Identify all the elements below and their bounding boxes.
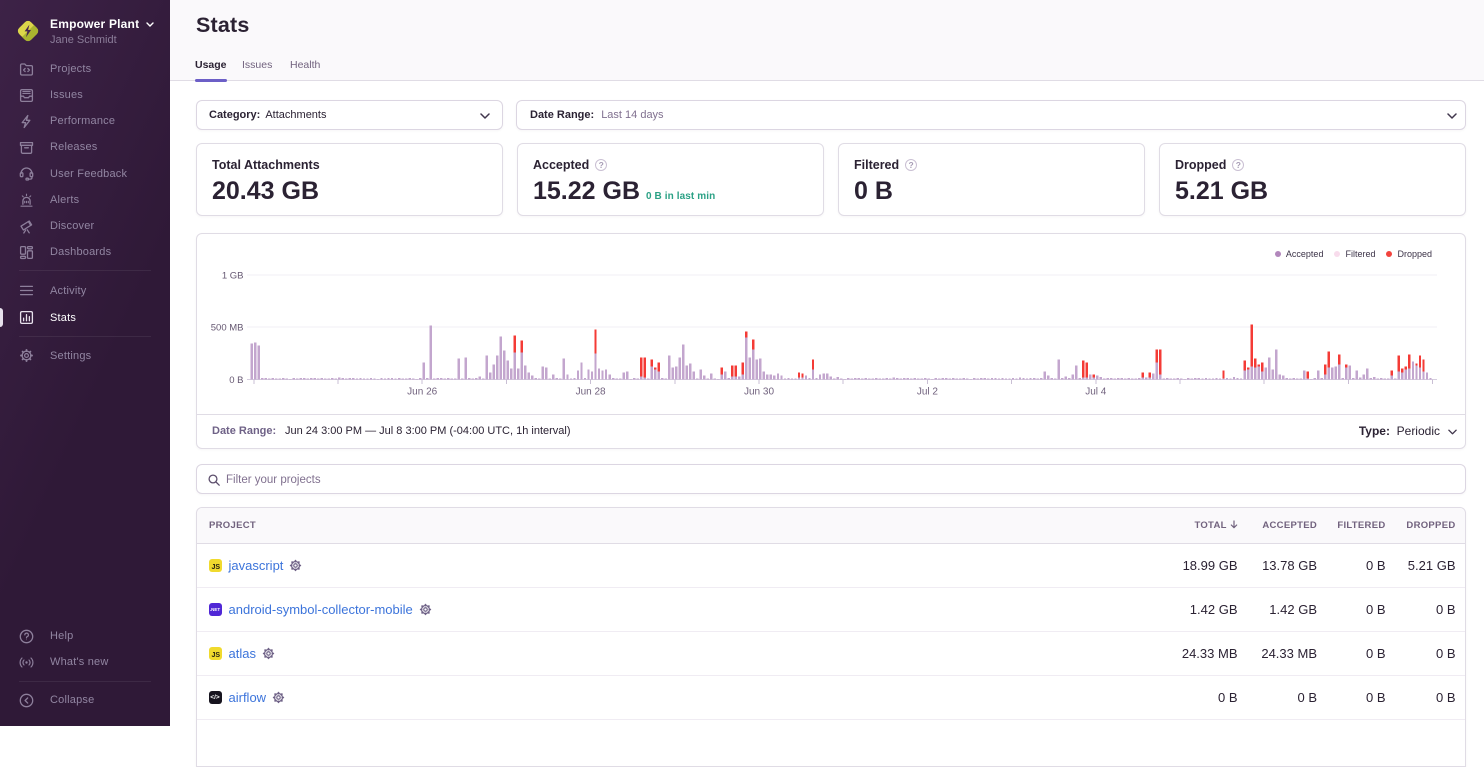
svg-text:0 B: 0 B [229,375,243,386]
svg-text:Jun 28: Jun 28 [576,387,606,398]
svg-text:500 MB: 500 MB [211,323,244,334]
svg-text:Jul 2: Jul 2 [917,387,939,398]
svg-text:Jul 4: Jul 4 [1085,387,1107,398]
svg-text:Jun 30: Jun 30 [744,387,774,398]
svg-text:Jun 26: Jun 26 [407,387,437,398]
svg-text:1 GB: 1 GB [222,270,244,281]
